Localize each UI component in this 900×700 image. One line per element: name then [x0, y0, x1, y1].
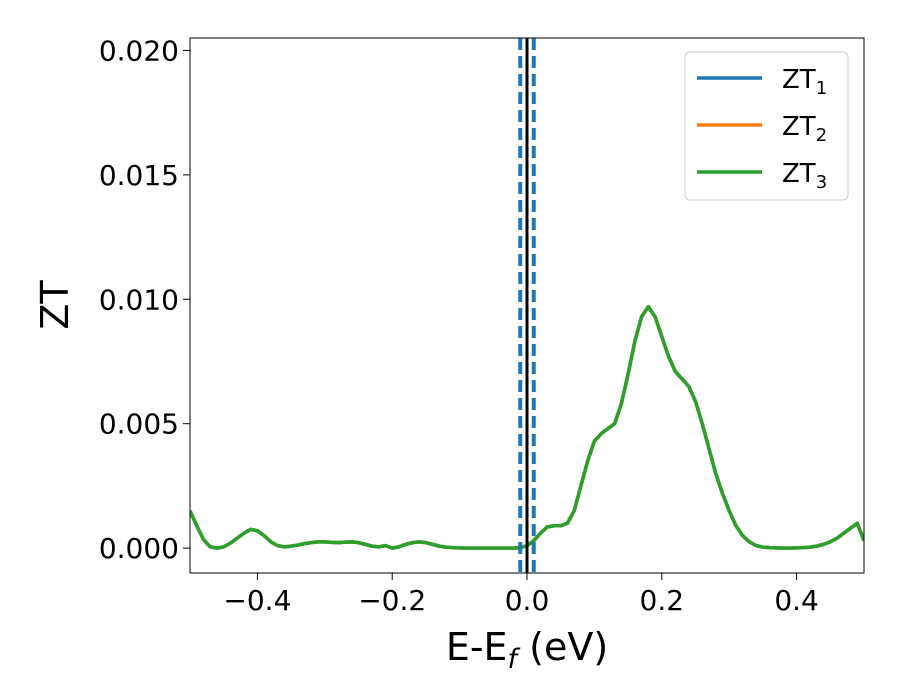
x-tick-label: 0.0 [505, 584, 550, 617]
x-tick-label: 0.4 [774, 584, 819, 617]
legend: ZT1 ZT2 ZT3 [684, 51, 849, 201]
y-axis-label: ZT [33, 280, 77, 330]
legend-label-zt2: ZT2 [782, 112, 827, 146]
x-tick-label: 0.2 [640, 584, 685, 617]
y-tick-label: 0.015 [99, 159, 179, 192]
y-axis: 0.000 0.005 0.010 0.015 0.020 [99, 34, 190, 565]
legend-label-zt1: ZT1 [782, 65, 827, 99]
plot-area [190, 38, 864, 573]
y-tick-label: 0.020 [99, 34, 179, 67]
x-axis: −0.4 −0.2 0.0 0.2 0.4 [223, 573, 819, 617]
y-tick-label: 0.005 [99, 408, 179, 441]
y-tick-label: 0.010 [99, 283, 179, 316]
y-tick-label: 0.000 [99, 532, 179, 565]
x-axis-label: E-Ef (eV) [446, 625, 608, 675]
legend-label-zt3: ZT3 [782, 159, 827, 193]
legend-box [684, 51, 849, 201]
x-tick-label: −0.4 [223, 584, 291, 617]
x-tick-label: −0.2 [358, 584, 426, 617]
